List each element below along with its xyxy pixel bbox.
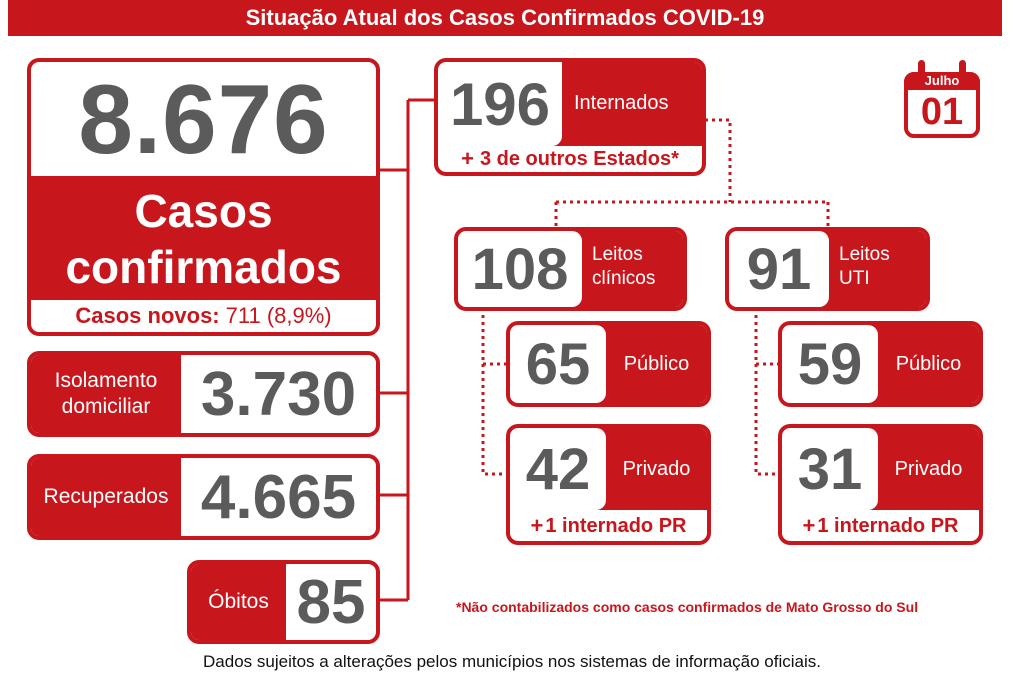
clinical-public-label: Público: [623, 352, 690, 375]
plus-icon: +: [461, 146, 474, 171]
uti-beds-card: 91 Leitos UTI: [725, 227, 930, 311]
uti-private-extra: 1 internado PR: [817, 514, 959, 537]
new-cases-value: 711 (8,9%): [225, 303, 332, 328]
uti-public-card: 59 Público: [778, 321, 983, 407]
asterisk-note: *Não contabilizados como casos confirmad…: [456, 599, 919, 615]
calendar-day: 01: [920, 91, 964, 133]
uti-private-number: 31: [782, 428, 878, 510]
plus-icon: +: [530, 513, 544, 538]
deaths-label: Óbitos: [191, 564, 286, 640]
new-cases-label: Casos novos:: [75, 303, 220, 328]
confirmed-cases-card: 8.676 Casos confirmados Casos novos: 711…: [27, 58, 380, 336]
page-title: Situação Atual dos Casos Confirmados COV…: [8, 0, 1002, 36]
uti-private-label: Privado: [894, 457, 963, 480]
clinical-private-label: Privado: [622, 457, 691, 480]
isolation-number: 3.730: [200, 359, 357, 429]
clinical-private-card: 42 Privado + 1 internado PR: [506, 424, 711, 545]
isolation-label-line1: Isolamento: [54, 368, 158, 392]
clinical-beds-label-line2: clínicos: [592, 267, 656, 289]
hospitalized-number: 196: [438, 62, 562, 146]
clinical-beds-card: 108 Leitos clínicos: [454, 227, 687, 311]
confirmed-label-line2: confirmados: [65, 241, 342, 293]
confirmed-number: 8.676: [78, 63, 329, 174]
confirmed-label-line1: Casos: [134, 185, 273, 237]
clinical-beds-number: 108: [458, 231, 582, 307]
calendar-month: Julho: [924, 73, 960, 88]
hospitalized-card: 196 Internados + 3 de outros Estados*: [434, 58, 706, 176]
hospitalized-label: Internados: [574, 92, 669, 114]
clinical-public-card: 65 Público: [506, 321, 711, 407]
recovered-label: Recuperados: [31, 458, 181, 536]
hospitalized-extra: 3 de outros Estados*: [479, 147, 679, 170]
isolation-card: Isolamento domiciliar 3.730: [27, 351, 380, 437]
recovered-card: Recuperados 4.665: [27, 454, 380, 540]
uti-beds-number: 91: [729, 231, 829, 307]
deaths-number: 85: [296, 567, 366, 637]
plus-icon: +: [802, 513, 816, 538]
uti-public-number: 59: [782, 325, 878, 403]
recovered-number: 4.665: [200, 462, 357, 532]
deaths-card: Óbitos 85: [187, 560, 380, 644]
footer-note: Dados sujeitos a alterações pelos municí…: [203, 652, 821, 671]
uti-beds-label-line1: Leitos: [839, 244, 890, 265]
isolation-label-line2: domiciliar: [61, 395, 151, 418]
uti-private-card: 31 Privado + 1 internado PR: [778, 424, 983, 545]
uti-public-label: Público: [895, 352, 962, 375]
clinical-beds-label-line1: Leitos: [592, 244, 643, 265]
clinical-private-number: 42: [510, 428, 606, 510]
calendar-icon: Julho 01: [904, 60, 980, 140]
new-cases-row: Casos novos: 711 (8,9%): [31, 300, 376, 332]
uti-beds-label-line2: UTI: [839, 267, 870, 289]
clinical-public-number: 65: [510, 325, 606, 403]
clinical-private-extra: 1 internado PR: [545, 514, 687, 537]
